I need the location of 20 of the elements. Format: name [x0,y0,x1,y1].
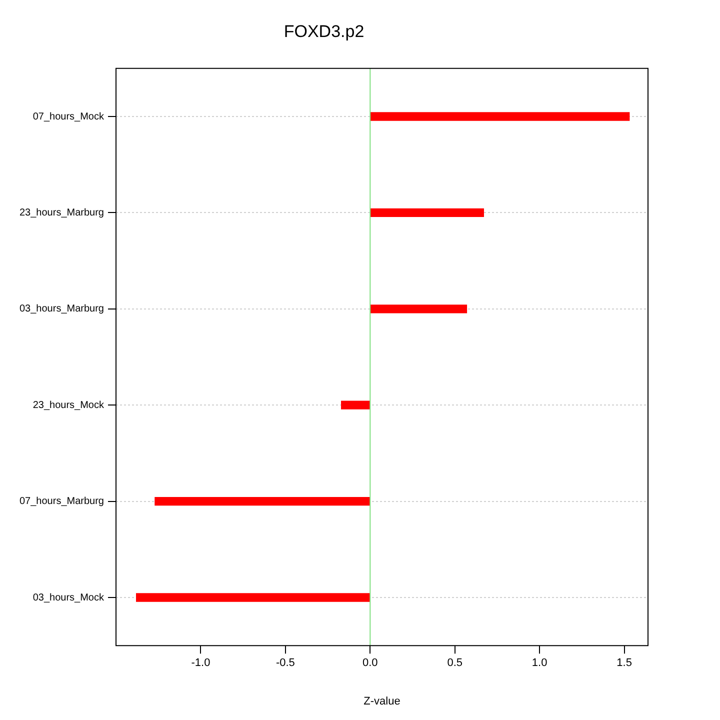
y-tick-label: 03_hours_Marburg [20,304,104,315]
y-tick-label: 23_hours_Marburg [20,207,104,218]
chart-title: FOXD3.p2 [284,22,364,41]
bar [341,400,370,410]
bar [370,304,468,314]
bar [136,593,370,602]
x-tick-label: 0.5 [447,657,462,670]
x-axis-title: Z-value [364,695,400,708]
x-tick-label: -1.0 [191,657,210,670]
x-tick-label: -0.5 [276,657,295,670]
bar [154,496,370,506]
x-tick-label: 1.0 [532,657,548,670]
y-tick-label: 07_hours_Marburg [20,496,104,508]
bar [370,208,484,218]
x-tick-label: 0.0 [362,657,378,670]
y-tick-label: 03_hours_Mock [32,592,105,604]
y-tick-label: 07_hours_Mock [32,111,105,122]
y-tick-label: 23_hours_Mock [32,400,105,411]
x-tick-label: 1.5 [616,657,632,670]
bar [370,112,630,121]
